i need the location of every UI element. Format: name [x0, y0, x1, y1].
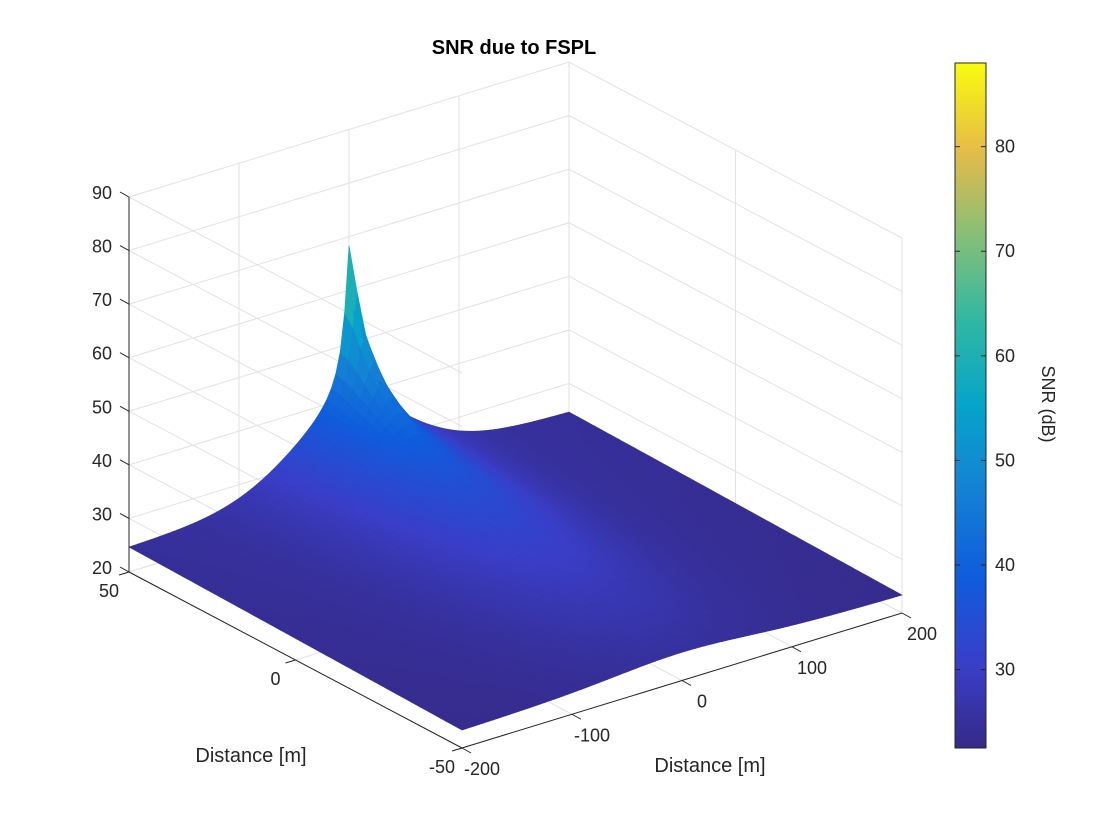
- colorbar-tick-label: 50: [995, 450, 1015, 470]
- colorbar-label: SNR (dB): [1038, 365, 1058, 442]
- z-tick-label: 60: [92, 344, 112, 364]
- x-tick-label: -100: [574, 725, 610, 745]
- x-tick-label: 100: [797, 658, 827, 678]
- z-tick-mark: [119, 566, 130, 573]
- colorbar-tick-label: 40: [995, 555, 1015, 575]
- colorbar-tick-label: 60: [995, 346, 1015, 366]
- y-tick-label: 0: [270, 669, 280, 689]
- z-tick-mark: [119, 298, 130, 305]
- x-tick-label: 200: [907, 624, 937, 644]
- y-axis-ticks: -50 0 50: [99, 571, 463, 777]
- x-tick-mark: [791, 646, 802, 653]
- z-tick-mark: [119, 245, 130, 252]
- colorbar-tick-label: 30: [995, 660, 1015, 680]
- chart-title: SNR due to FSPL: [432, 37, 596, 59]
- z-tick-label: 80: [92, 237, 112, 257]
- z-tick-mark: [119, 352, 130, 359]
- z-tick-label: 70: [92, 290, 112, 310]
- y-tick-mark: [118, 571, 130, 576]
- colorbar-gradient: [954, 62, 987, 749]
- z-tick-label: 20: [92, 558, 112, 578]
- x-tick-mark: [571, 713, 582, 720]
- z-tick-mark: [119, 191, 130, 198]
- x-axis-label: Distance [m]: [654, 755, 765, 777]
- x-tick-mark: [901, 612, 912, 619]
- z-axis-ticks: 20 30 40 50 60 70 80 90: [92, 183, 130, 578]
- z-tick-label: 90: [92, 183, 112, 203]
- y-tick-label: 50: [99, 581, 119, 601]
- z-tick-mark: [119, 405, 130, 412]
- y-axis-label: Distance [m]: [195, 745, 306, 767]
- x-tick-label: 0: [697, 692, 707, 712]
- colorbar: 30 40 50 60 70 80 SNR (dB): [954, 62, 1058, 749]
- z-tick-label: 40: [92, 451, 112, 471]
- y-tick-label: -50: [429, 757, 455, 777]
- z-tick-label: 30: [92, 504, 112, 524]
- x-axis-ticks: -200 -100 0 100 200: [461, 612, 937, 779]
- z-tick-mark: [119, 459, 130, 466]
- z-tick-mark: [119, 512, 130, 519]
- x-tick-mark: [681, 680, 692, 686]
- x-tick-mark: [461, 747, 472, 754]
- y-tick-mark: [285, 659, 296, 664]
- snr-surface: [128, 245, 903, 731]
- x-tick-label: -200: [464, 759, 500, 779]
- y-tick-mark: [451, 747, 463, 752]
- colorbar-tick-label: 70: [995, 241, 1015, 261]
- z-tick-label: 50: [92, 397, 112, 417]
- colorbar-tick-label: 80: [995, 137, 1015, 157]
